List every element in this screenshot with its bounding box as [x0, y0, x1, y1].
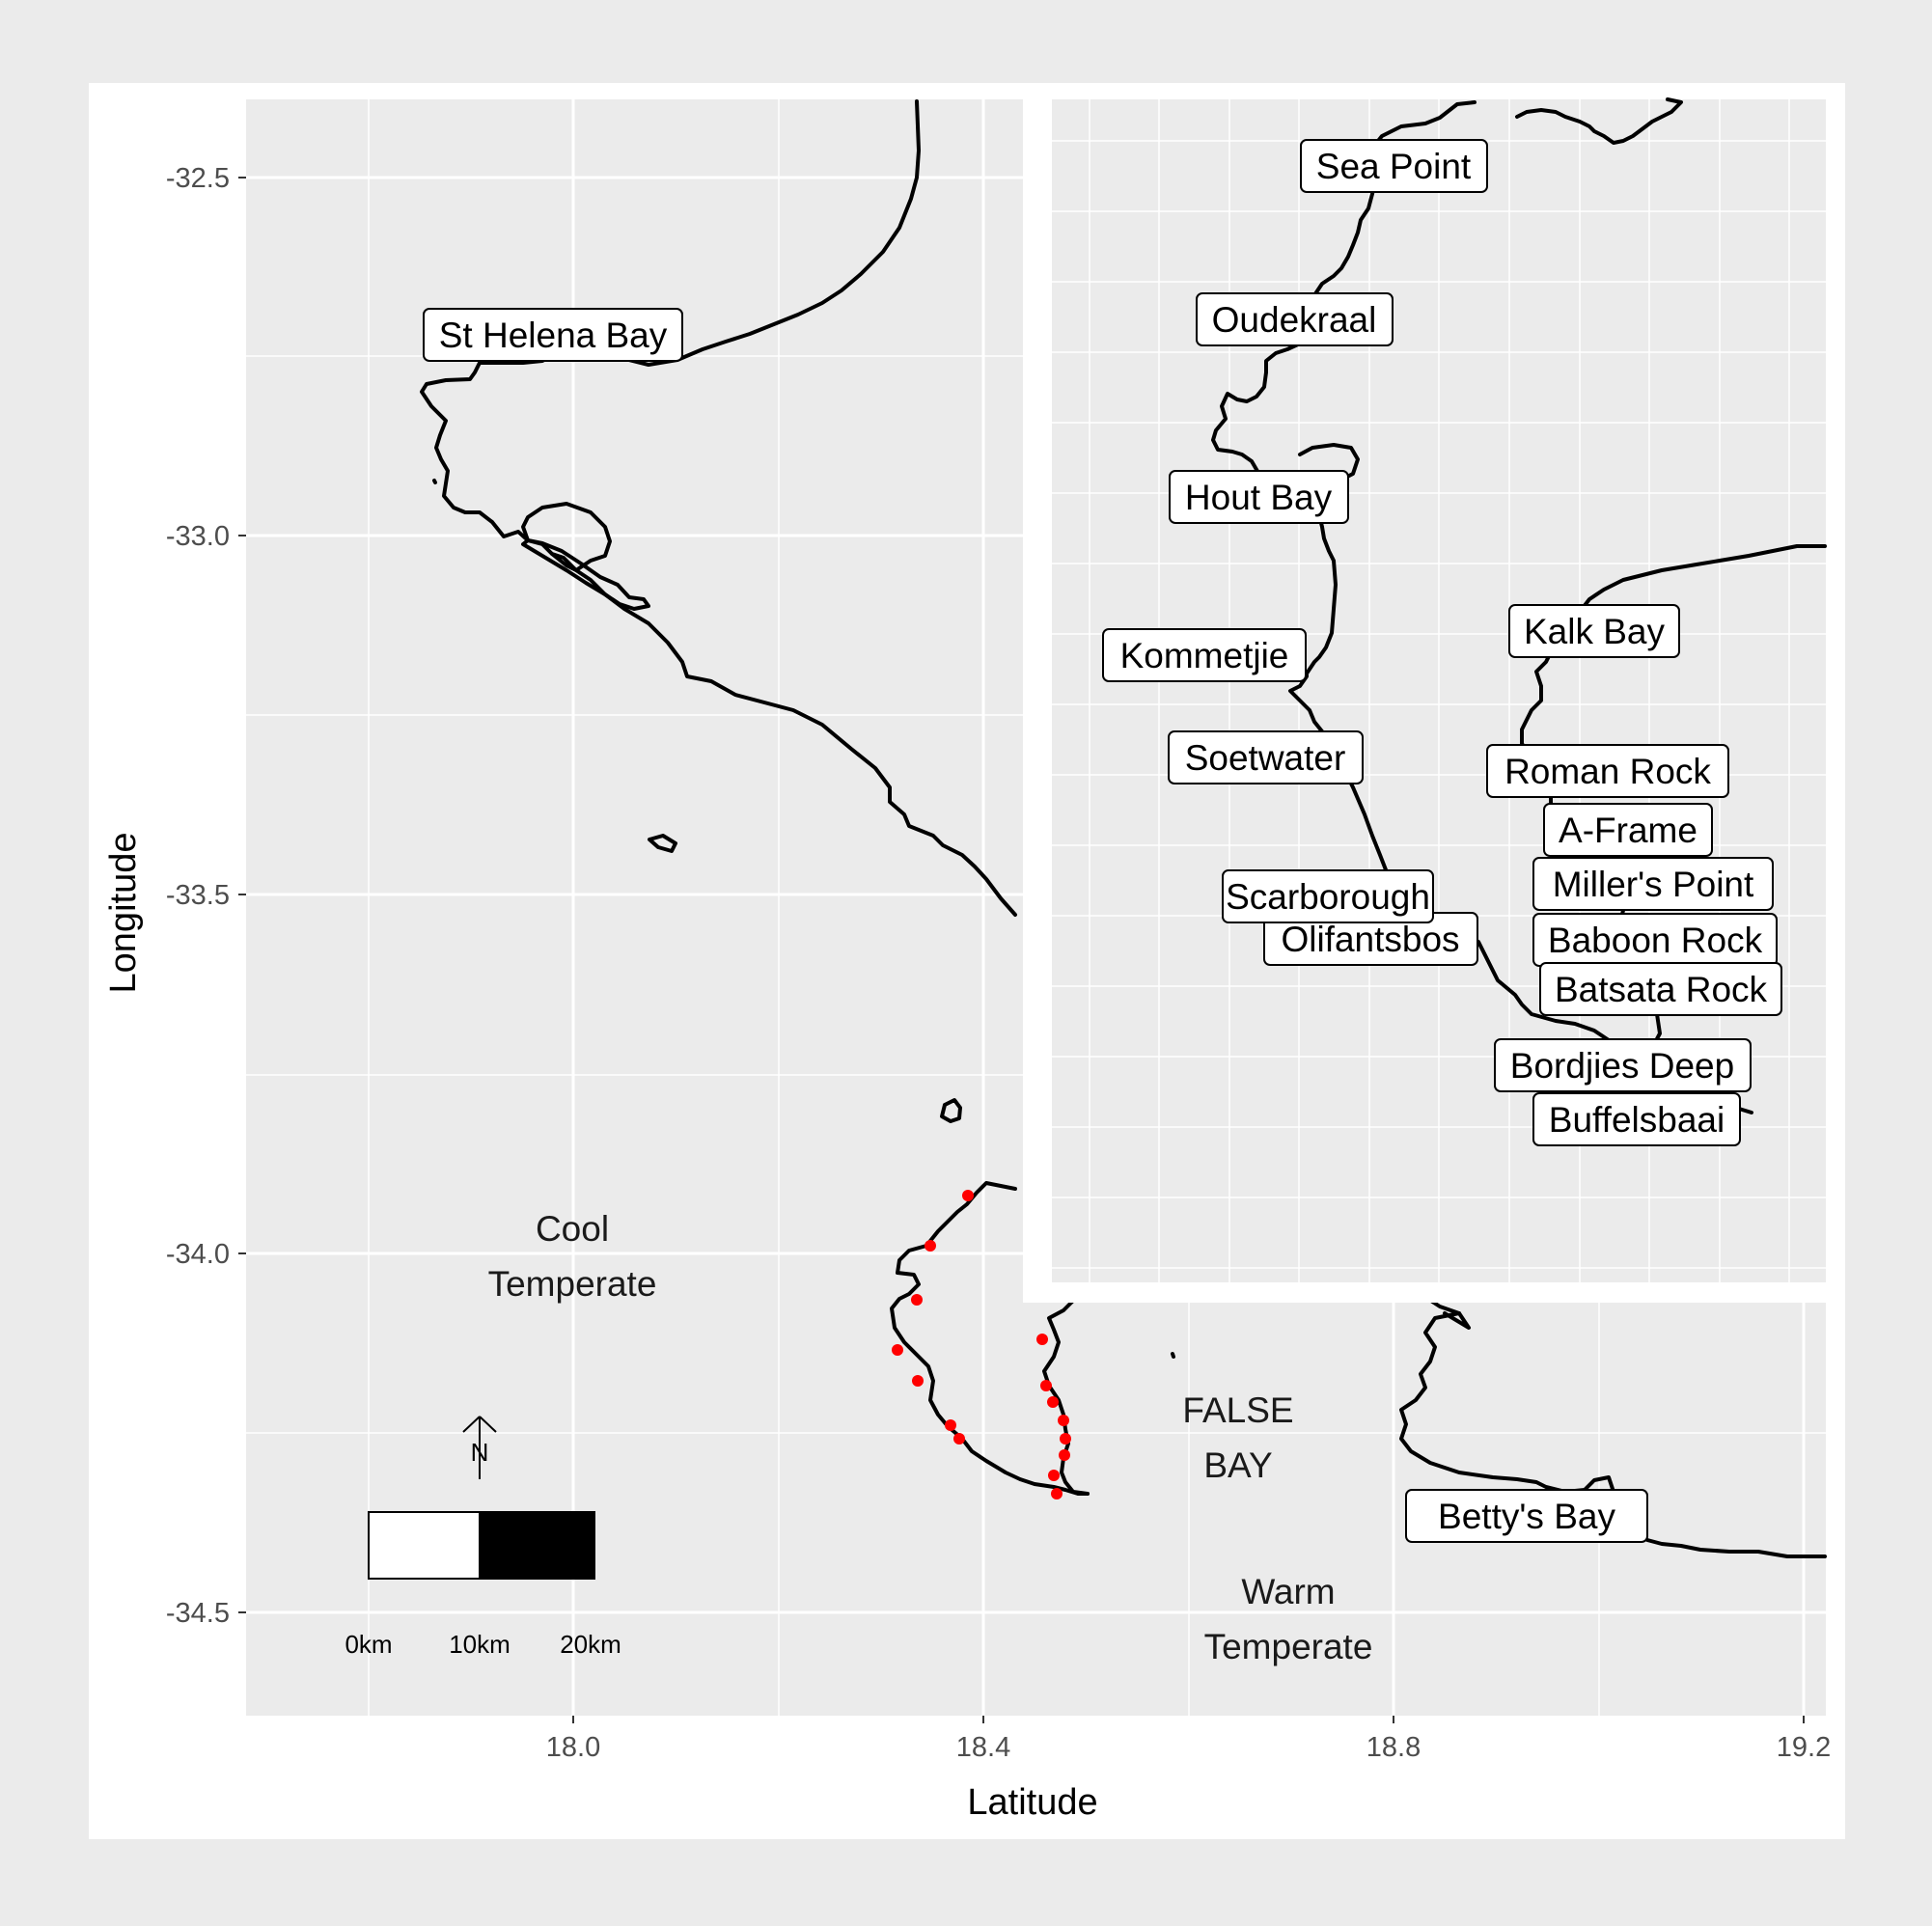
- scale-label-10: 10km: [449, 1630, 511, 1659]
- svg-text:Scarborough: Scarborough: [1226, 877, 1430, 917]
- sampling-sites: [892, 1190, 1071, 1500]
- site-point: [912, 1375, 924, 1387]
- svg-text:Buffelsbaai: Buffelsbaai: [1549, 1100, 1725, 1140]
- site-label-roman-rock: Roman Rock: [1486, 744, 1729, 798]
- dassen-island: [648, 834, 677, 853]
- site-label-st-helena-bay: St Helena Bay: [423, 308, 683, 362]
- svg-text:Oudekraal: Oudekraal: [1212, 300, 1377, 340]
- site-label-sea-point: Sea Point: [1300, 139, 1488, 193]
- west-coast-line: [420, 99, 1017, 917]
- svg-text:Hout Bay: Hout Bay: [1185, 478, 1333, 517]
- svg-text:Sea Point: Sea Point: [1316, 147, 1472, 186]
- site-label-bettys-bay: Betty's Bay: [1405, 1489, 1648, 1543]
- cool-temperate-line2: Temperate: [488, 1264, 657, 1304]
- figure-frame: Cool Temperate FALSE BAY Warm Temperate …: [89, 83, 1845, 1839]
- site-label-kalk-bay: Kalk Bay: [1508, 604, 1680, 658]
- site-point: [962, 1190, 974, 1201]
- false-bay-line1: FALSE: [1182, 1390, 1293, 1430]
- svg-text:Betty's Bay: Betty's Bay: [1438, 1497, 1615, 1536]
- svg-text:Soetwater: Soetwater: [1185, 738, 1346, 778]
- site-point: [1048, 1470, 1060, 1481]
- site-point: [1060, 1433, 1071, 1444]
- site-point: [892, 1344, 903, 1356]
- x-axis-title: Latitude: [967, 1782, 1097, 1823]
- svg-text:Bordjies Deep: Bordjies Deep: [1510, 1046, 1734, 1086]
- site-label-baboon-rock: Baboon Rock: [1532, 913, 1778, 967]
- svg-text:A-Frame: A-Frame: [1559, 811, 1697, 850]
- site-label-millers-point: Miller's Point: [1532, 857, 1774, 911]
- site-label-batsata-rock: Batsata Rock: [1539, 962, 1782, 1016]
- svg-text:Miller's Point: Miller's Point: [1553, 865, 1754, 904]
- site-label-scarborough: Scarborough: [1222, 869, 1434, 923]
- scale-label-20: 20km: [560, 1630, 621, 1659]
- svg-text:Batsata Rock: Batsata Rock: [1555, 970, 1768, 1009]
- false-bay-east-shore: [1399, 1311, 1827, 1558]
- north-arrow: N: [462, 1416, 497, 1479]
- svg-text:Olifantsbos: Olifantsbos: [1281, 920, 1459, 959]
- site-point: [1051, 1488, 1063, 1500]
- site-label-oudekraal: Oudekraal: [1196, 292, 1394, 346]
- site-point: [945, 1419, 956, 1431]
- site-label-soetwater: Soetwater: [1168, 730, 1364, 784]
- warm-temperate-line1: Warm: [1241, 1572, 1335, 1611]
- inset-map: Sea Point Oudekraal Hout Bay Kommetjie S…: [1023, 93, 1827, 1303]
- scale-bar: 0km 10km 20km: [345, 1511, 621, 1659]
- y-tick-label: -34.5: [166, 1598, 230, 1629]
- site-label-hout-bay: Hout Bay: [1169, 470, 1349, 524]
- x-tick-label: 19.2: [1777, 1732, 1831, 1763]
- west-coast-islet: [432, 479, 437, 484]
- svg-text:Kalk Bay: Kalk Bay: [1524, 612, 1666, 651]
- site-point: [1047, 1396, 1059, 1408]
- scale-label-0: 0km: [345, 1630, 392, 1659]
- site-label-a-frame: A-Frame: [1543, 803, 1713, 857]
- langebaan-inlet: [521, 538, 650, 611]
- x-tick-label: 18.0: [546, 1732, 600, 1763]
- inset-false-bay-north: [1515, 97, 1683, 145]
- y-axis-title: Longitude: [103, 833, 144, 994]
- site-point: [953, 1433, 965, 1444]
- x-axis: 18.0 18.4 18.8 19.2 Latitude: [546, 1716, 1831, 1823]
- x-tick-label: 18.8: [1366, 1732, 1421, 1763]
- svg-text:Kommetjie: Kommetjie: [1120, 636, 1289, 675]
- warm-temperate-line2: Temperate: [1204, 1627, 1373, 1666]
- svg-text:Baboon Rock: Baboon Rock: [1548, 921, 1763, 960]
- inset-site-labels: Sea Point Oudekraal Hout Bay Kommetjie S…: [1102, 139, 1782, 1146]
- cool-temperate-line1: Cool: [536, 1209, 609, 1249]
- main-site-labels: St Helena Bay Betty's Bay: [423, 308, 1648, 1543]
- inset-peninsula-west: [1211, 100, 1753, 1114]
- svg-text:St Helena Bay: St Helena Bay: [439, 316, 668, 355]
- cape-peninsula-line: [890, 1181, 1090, 1496]
- robben-island: [940, 1098, 962, 1123]
- site-label-bordjies-deep: Bordjies Deep: [1494, 1038, 1752, 1092]
- false-bay-line2: BAY: [1203, 1445, 1272, 1485]
- site-label-kommetjie: Kommetjie: [1102, 628, 1307, 682]
- y-tick-label: -32.5: [166, 163, 230, 194]
- y-axis: -32.5 -33.0 -33.5 -34.0 -34.5 Longitude: [103, 163, 246, 1629]
- y-tick-label: -34.0: [166, 1239, 230, 1270]
- y-tick-label: -33.0: [166, 521, 230, 552]
- site-point: [925, 1240, 936, 1252]
- site-label-buffelsbaai: Buffelsbaai: [1532, 1092, 1741, 1146]
- saldanha-lagoon: [521, 502, 612, 572]
- svg-text:Roman Rock: Roman Rock: [1504, 752, 1711, 791]
- site-point: [1040, 1380, 1052, 1391]
- site-point: [1036, 1334, 1048, 1345]
- y-tick-label: -33.5: [166, 880, 230, 911]
- site-point: [1059, 1449, 1070, 1461]
- north-arrow-label: N: [471, 1438, 489, 1467]
- region-labels: Cool Temperate FALSE BAY Warm Temperate: [488, 1209, 1373, 1666]
- map-figure: Cool Temperate FALSE BAY Warm Temperate …: [103, 93, 1831, 1823]
- site-point: [911, 1294, 923, 1306]
- site-label-olifantsbos: Olifantsbos: [1263, 912, 1478, 966]
- site-point: [1058, 1415, 1069, 1426]
- x-tick-label: 18.4: [956, 1732, 1010, 1763]
